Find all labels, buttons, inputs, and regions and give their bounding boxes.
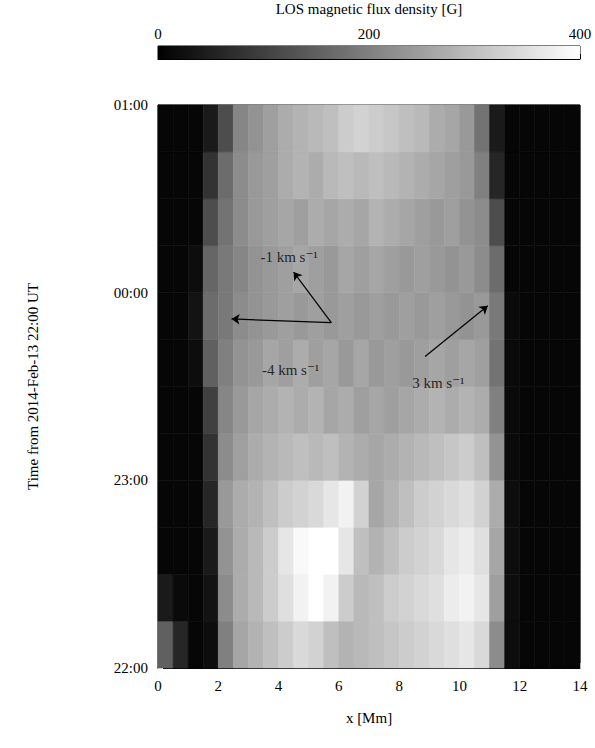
svg-text:-1 km s⁻¹: -1 km s⁻¹ bbox=[260, 249, 317, 265]
svg-text:6: 6 bbox=[335, 678, 343, 694]
svg-text:400: 400 bbox=[569, 26, 592, 42]
svg-text:Time from 2014-Feb-13 22:00 UT: Time from 2014-Feb-13 22:00 UT bbox=[25, 283, 41, 490]
svg-text:0: 0 bbox=[154, 26, 162, 42]
svg-text:-4 km s⁻¹: -4 km s⁻¹ bbox=[262, 362, 319, 378]
svg-text:22:00: 22:00 bbox=[114, 660, 148, 676]
svg-text:12: 12 bbox=[512, 678, 527, 694]
svg-text:200: 200 bbox=[358, 26, 381, 42]
svg-text:3 km s⁻¹: 3 km s⁻¹ bbox=[412, 375, 464, 391]
svg-text:00:00: 00:00 bbox=[114, 285, 148, 301]
svg-text:4: 4 bbox=[275, 678, 283, 694]
svg-text:2: 2 bbox=[215, 678, 223, 694]
svg-text:10: 10 bbox=[452, 678, 467, 694]
svg-text:x [Mm]: x [Mm] bbox=[346, 710, 392, 726]
svg-text:01:00: 01:00 bbox=[114, 97, 148, 113]
svg-text:LOS magnetic flux density [G]: LOS magnetic flux density [G] bbox=[276, 1, 463, 17]
svg-text:0: 0 bbox=[154, 678, 162, 694]
svg-text:8: 8 bbox=[395, 678, 403, 694]
svg-text:14: 14 bbox=[573, 678, 589, 694]
svg-text:23:00: 23:00 bbox=[114, 472, 148, 488]
